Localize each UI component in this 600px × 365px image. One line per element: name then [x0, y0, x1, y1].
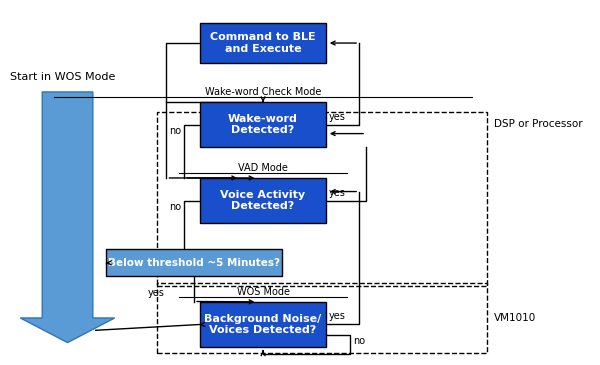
Text: yes: yes	[329, 112, 346, 122]
Text: Voice Activity
Detected?: Voice Activity Detected?	[220, 190, 305, 211]
Text: no: no	[169, 126, 181, 137]
FancyBboxPatch shape	[106, 249, 282, 277]
Text: Wake-word Check Mode: Wake-word Check Mode	[205, 87, 321, 97]
Text: Start in WOS Mode: Start in WOS Mode	[10, 73, 115, 82]
Text: VAD Mode: VAD Mode	[238, 163, 288, 173]
Text: Wake-word
Detected?: Wake-word Detected?	[228, 114, 298, 135]
FancyBboxPatch shape	[200, 102, 326, 147]
Text: Background Noise/
Voices Detected?: Background Noise/ Voices Detected?	[205, 314, 322, 335]
Text: Command to BLE
and Execute: Command to BLE and Execute	[210, 32, 316, 54]
Text: yes: yes	[329, 188, 346, 198]
Text: no: no	[353, 336, 365, 346]
Text: VM1010: VM1010	[494, 313, 536, 323]
FancyBboxPatch shape	[200, 302, 326, 347]
FancyBboxPatch shape	[200, 23, 326, 63]
Text: DSP or Processor: DSP or Processor	[494, 119, 583, 129]
FancyBboxPatch shape	[200, 178, 326, 223]
Text: no: no	[169, 203, 181, 212]
Text: yes: yes	[148, 288, 165, 297]
Polygon shape	[20, 92, 115, 343]
Text: WOS Mode: WOS Mode	[236, 287, 290, 297]
Text: Below threshold ~5 Minutes?: Below threshold ~5 Minutes?	[108, 258, 280, 268]
Text: yes: yes	[329, 311, 346, 321]
